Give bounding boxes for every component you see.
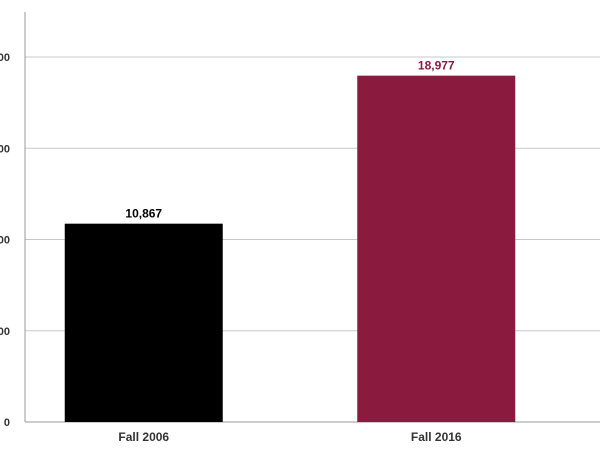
y-tick-label: 000 xyxy=(0,326,10,338)
data-labels: 10,867 18,977 xyxy=(125,59,455,221)
bar-fall-2016 xyxy=(357,75,516,423)
x-tick-label: Fall 2006 xyxy=(118,430,169,444)
data-label: 18,977 xyxy=(418,59,455,73)
bar-fall-2006 xyxy=(64,223,223,422)
y-tick-label: 0 xyxy=(4,417,10,429)
x-axis-ticks: Fall 2006 Fall 2016 xyxy=(118,430,462,444)
y-tick-label: 000 xyxy=(0,235,10,247)
y-tick-label: 000 xyxy=(0,52,10,64)
data-label: 10,867 xyxy=(125,207,162,221)
y-tick-label: 000 xyxy=(0,143,10,155)
y-axis-ticks: 0000000000000 xyxy=(0,52,10,429)
x-tick-label: Fall 2016 xyxy=(411,430,462,444)
bars xyxy=(64,75,516,423)
